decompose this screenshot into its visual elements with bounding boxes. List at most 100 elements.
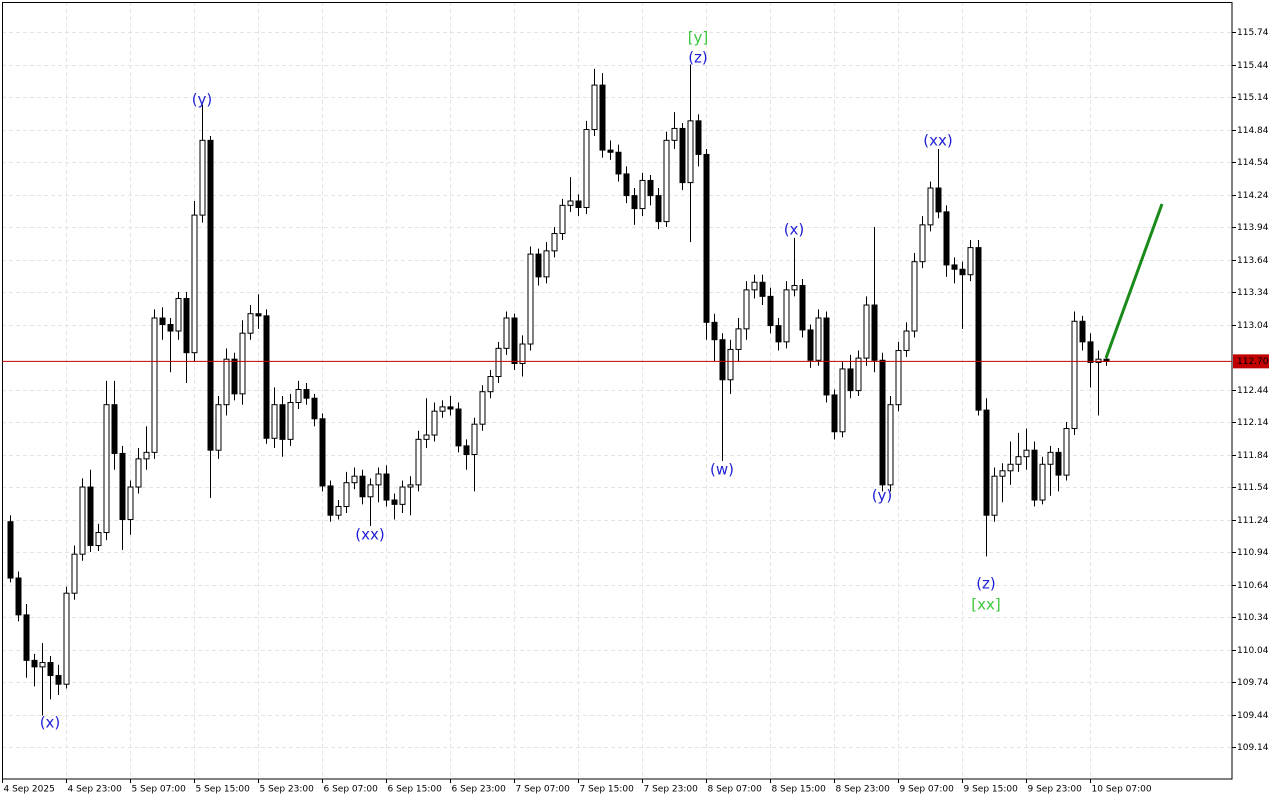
candle-body [479,391,486,425]
candle-body [7,521,14,579]
candle-body [1015,456,1022,465]
candle-body [591,84,598,131]
candle-body [135,458,142,488]
candle-body [359,475,366,498]
candle-body [95,532,102,547]
candle-body [215,404,222,451]
candle-body [495,347,502,378]
x-tick-label: 8 Sep 15:00 [772,785,827,795]
candle-body [879,359,886,486]
candle-body [943,211,950,266]
forecast-arrow [1104,203,1164,359]
current-price-label: 112.70 [1237,357,1269,367]
y-tick-label: 110.94 [1237,548,1269,558]
candle-body [767,295,774,327]
wave-label: (xx) [923,132,952,150]
candle-body [855,357,862,392]
candle-body [623,173,630,197]
candle-body [727,348,734,381]
x-tick-label: 5 Sep 23:00 [260,785,315,795]
axes: 115.74 115.44 115.14 114.84 114.54 114.24 113.… [2,28,1269,795]
candle-body [679,127,686,184]
candle-body [207,139,214,451]
candle-body [735,328,742,350]
candle-body [407,484,414,488]
candle-body [263,315,270,439]
candle-body [847,368,854,392]
candle-body [775,325,782,343]
candle-body [991,475,998,516]
x-tick-label: 6 Sep 23:00 [452,785,507,795]
candle-body [903,330,910,352]
x-tick-label: 6 Sep 15:00 [388,785,443,795]
candle-body [959,268,966,276]
y-tick-label: 114.54 [1237,158,1269,168]
candle-body [55,675,62,685]
candle-body [271,404,278,439]
candle-body [303,389,310,399]
candle-body [807,329,814,361]
candle-body [287,402,294,440]
candle-body [415,438,422,486]
candle-body [911,261,918,332]
candle-body [455,408,462,447]
candle-body [1047,451,1054,465]
y-tick-label: 109.74 [1237,678,1269,688]
candle-body [151,317,158,453]
candle-body [1023,449,1030,458]
candle-body [1031,449,1038,501]
candle-body [751,281,758,291]
candle-body [1095,358,1102,363]
x-tick-label: 10 Sep 07:00 [1092,785,1152,795]
y-tick-label: 110.34 [1237,613,1269,623]
candle-body [239,332,246,395]
candle-body [255,313,262,317]
y-tick-label: 115.74 [1237,28,1269,38]
candle-body [15,577,22,616]
x-tick-label: 4 Sep 2025 [4,785,55,795]
y-tick-label: 113.34 [1237,288,1269,298]
candles [7,64,1110,716]
candle-body [351,475,358,484]
candle-body [639,179,646,210]
candle-body [799,285,806,331]
y-tick-label: 111.24 [1237,516,1269,526]
wave-label: (y) [192,91,213,109]
y-tick-label: 113.64 [1237,256,1269,266]
y-tick-label: 113.94 [1237,223,1269,233]
candle-body [175,298,182,332]
candle-body [103,404,110,534]
x-tick-label: 9 Sep 23:00 [1028,785,1083,795]
candle-body [583,129,590,209]
candle-body [559,204,566,235]
candle-body [503,317,510,349]
candle-body [975,247,982,411]
candle-body [367,484,374,498]
y-tick-label: 112.14 [1237,418,1269,428]
candle-body [383,473,390,501]
candle-body [223,358,230,406]
candle-body [1007,463,1014,472]
candle-body [663,139,670,223]
candle-body [815,317,822,361]
candle-body [887,404,894,486]
candle-body [615,151,622,175]
candle-body [431,410,438,436]
candle-body [191,214,198,354]
candle-body [927,187,934,226]
candle-body [391,499,398,505]
candle-body [111,404,118,454]
candle-body [535,253,542,278]
y-tick-label: 109.14 [1237,743,1269,753]
candle-body [343,482,350,508]
candle-body [863,304,870,359]
candle-body [1071,320,1078,430]
y-tick-label: 110.04 [1237,646,1269,656]
candle-body [143,451,150,460]
y-tick-label: 110.64 [1237,581,1269,591]
candle-body [599,84,606,151]
y-tick-label: 113.04 [1237,321,1269,331]
candle-body [79,486,86,555]
